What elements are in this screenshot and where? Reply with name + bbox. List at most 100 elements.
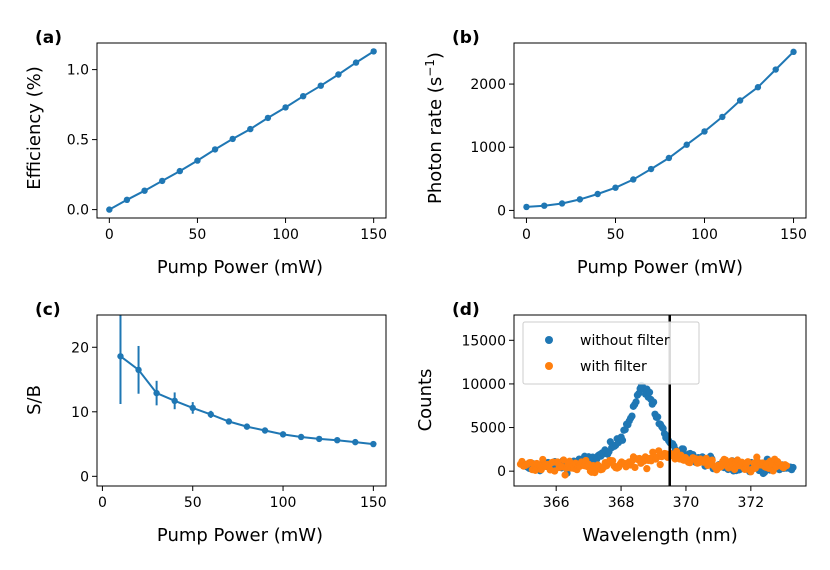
data-point [279,431,287,438]
point-with-filter [782,462,791,470]
x-tick-label-368: 368 [608,495,635,511]
point-without-filter [654,413,662,421]
data-point [194,157,201,164]
point-without-filter [789,463,797,472]
panel-d-label: (d) [452,300,480,320]
panel-b: (b) 0 50 100 150 0 1000 2000 Pump Power (mW) P… [423,28,807,278]
panel-c-plot [96,314,387,487]
data-point [754,84,762,91]
x-tick-label-100: 100 [691,227,718,243]
panel-c-ticks: 0 50 100 150 0 10 20 [71,340,387,511]
panel-b-ylabel-main: Photon rate (s [425,77,446,204]
data-point [790,48,797,56]
legend-frame [522,321,700,385]
panel-b-plot [513,42,807,219]
legend-marker-with-filter [545,362,553,370]
data-point [176,167,184,175]
panel-c-xlabel: Pump Power (mW) [157,525,323,546]
data-point [736,97,744,104]
panel-a-data [106,48,377,213]
panel-b-ylabel-tail: ) [425,52,446,59]
data-point [264,114,272,122]
panel-a-ticks: 0 50 100 150 0.0 0.5 1.0 [67,63,387,243]
panel-c-data [117,315,377,448]
data-point [159,177,166,185]
data-point [630,176,637,183]
y-tick-label-1: 1.0 [67,63,89,79]
point-with-filter [656,461,664,469]
series-line [526,51,795,208]
series-line [108,50,375,211]
data-point [352,59,360,66]
panel-d-legend: without filter with filter [522,321,700,385]
x-tick-label-372: 372 [737,495,764,511]
panel-a: (a) 0 50 100 150 0.0 0.5 1.0 Pump Power (mW) E… [24,28,387,278]
data-point [334,436,341,444]
point-without-filter [645,388,654,396]
panel-b-label: (b) [452,28,480,48]
data-point [141,187,148,194]
x-tick-label-0: 0 [522,227,531,243]
y-tick-label-10000: 10000 [461,377,506,393]
legend-label-without-filter: without filter [580,333,670,349]
data-point [719,113,726,121]
y-tick-label-20: 20 [71,340,89,356]
panel-b-ticks: 0 50 100 150 0 1000 2000 [470,77,807,243]
data-point [153,389,160,397]
data-point [282,104,289,111]
data-point [701,128,708,135]
panel-d-ticks: 366 368 370 372 0 5000 10000 15000 [461,333,764,511]
data-point [135,366,142,374]
panel-b-ylabel-sup: −1 [423,59,437,77]
point-with-filter [561,471,569,479]
data-point [229,135,236,143]
x-tick-label-0: 0 [98,495,107,511]
panel-b-ylabel: Photon rate (s−1) [423,52,446,204]
x-tick-label-150: 150 [780,227,807,243]
data-point [211,146,219,153]
point-without-filter [632,398,640,406]
data-point [335,71,342,78]
data-point [106,206,113,213]
y-tick-label-0: 0 [497,464,506,480]
data-point [171,397,178,405]
data-point [523,203,530,211]
panel-c-frame [96,314,387,487]
x-tick-label-150: 150 [360,227,387,243]
data-point [299,93,307,100]
panel-c: (c) 0 50 100 150 0 10 20 Pump Power (mW) S/B [24,300,387,546]
y-tick-label-2000: 2000 [470,77,506,93]
data-point [207,411,214,418]
panel-b-data [523,48,797,211]
x-tick-label-100: 100 [270,495,297,511]
data-point [225,418,233,425]
data-point [243,423,251,430]
x-tick-label-50: 50 [184,495,202,511]
x-tick-label-366: 366 [543,495,570,511]
point-with-filter [539,455,547,464]
y-tick-label-0: 0 [80,469,89,485]
data-point [665,154,673,162]
data-point [352,438,359,446]
data-point [558,200,566,207]
legend-label-with-filter: with filter [580,359,647,375]
data-point [612,184,619,191]
data-point [189,404,196,412]
data-point [117,353,124,360]
data-point [370,48,377,55]
point-with-filter [643,465,651,473]
point-with-filter [744,458,752,466]
panel-d-data [516,381,797,479]
panel-c-label: (c) [35,300,61,320]
point-without-filter [628,412,636,420]
data-point [683,141,690,148]
point-without-filter [650,398,658,406]
data-point [772,66,779,73]
data-point [576,196,584,203]
panel-c-ylabel: S/B [24,385,45,415]
data-point [594,190,601,198]
panel-b-xlabel: Pump Power (mW) [577,257,743,278]
panel-a-xlabel: Pump Power (mW) [157,257,323,278]
data-point [315,435,323,443]
